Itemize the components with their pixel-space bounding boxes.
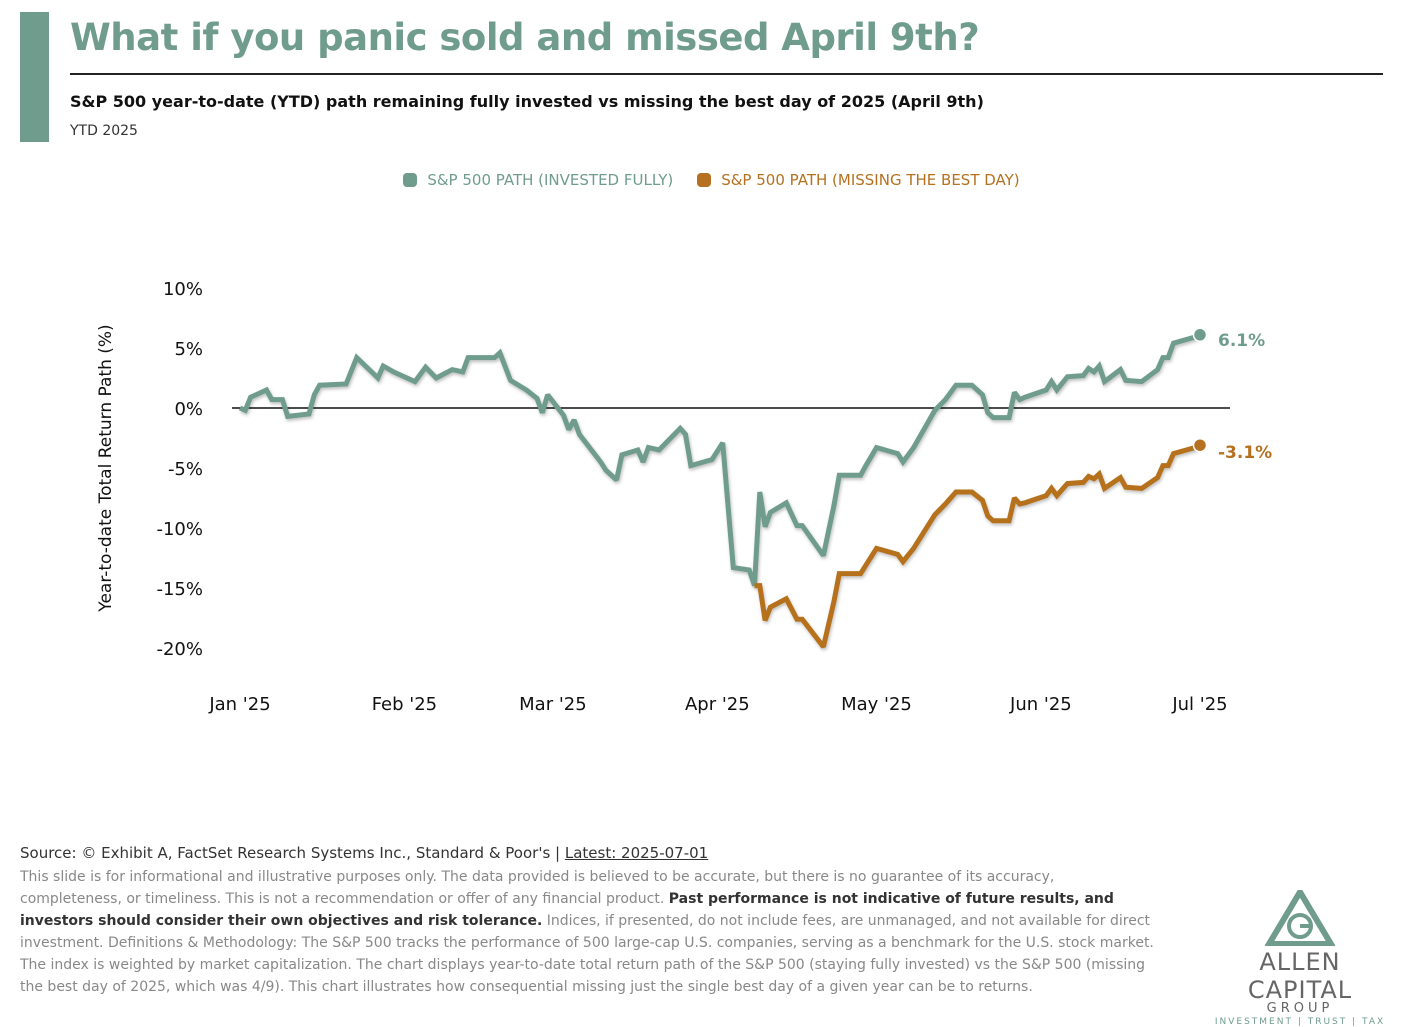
legend-label-invested: S&P 500 PATH (INVESTED FULLY) bbox=[427, 171, 674, 189]
source-line: Source: © Exhibit A, FactSet Research Sy… bbox=[20, 842, 1160, 864]
end-label-invested: 6.1% bbox=[1218, 331, 1265, 351]
y-tick-label: -5% bbox=[168, 459, 203, 480]
legend-swatch-invested bbox=[403, 173, 418, 187]
title-divider bbox=[70, 73, 1383, 75]
disclaimer-bold: Past performance is not indicative of fu… bbox=[20, 891, 1114, 929]
disclaimer: This slide is for informational and illu… bbox=[20, 866, 1160, 998]
x-tick-label: Mar '25 bbox=[519, 694, 587, 715]
disclaimer-text-2: Indices, if presented, do not include fe… bbox=[20, 913, 1154, 995]
legend-label-missing: S&P 500 PATH (MISSING THE BEST DAY) bbox=[721, 171, 1020, 189]
legend-item-invested: S&P 500 PATH (INVESTED FULLY) bbox=[403, 171, 673, 189]
series-line-missing bbox=[754, 442, 1202, 649]
logo-monogram-icon bbox=[1263, 886, 1337, 947]
end-marker-invested bbox=[1192, 327, 1208, 343]
source-text: Source: © Exhibit A, FactSet Research Sy… bbox=[20, 844, 565, 862]
x-tick-label: Apr '25 bbox=[685, 694, 750, 715]
logo-tagline: INVESTMENT | TRUST | TAX bbox=[1214, 1017, 1386, 1027]
y-tick-label: -10% bbox=[156, 519, 203, 540]
disclaimer-text-1: This slide is for informational and illu… bbox=[20, 869, 1055, 907]
period-label: YTD 2025 bbox=[70, 123, 138, 139]
company-logo: ALLEN CAPITAL GROUP INVESTMENT | TRUST |… bbox=[1205, 886, 1395, 1027]
y-tick-label: -20% bbox=[156, 639, 203, 660]
logo-group: GROUP bbox=[1266, 1001, 1334, 1016]
y-tick-label: 0% bbox=[174, 399, 203, 420]
series-line-invested bbox=[238, 332, 1202, 587]
x-tick-label: Jan '25 bbox=[208, 694, 270, 715]
y-tick-label: 5% bbox=[174, 339, 203, 360]
accent-bar bbox=[20, 12, 49, 142]
legend-item-missing: S&P 500 PATH (MISSING THE BEST DAY) bbox=[697, 171, 1020, 189]
legend-swatch-missing bbox=[697, 173, 712, 187]
line-chart: Year-to-date Total Return Path (%) 10% 5%… bbox=[96, 279, 1272, 715]
footer: Source: © Exhibit A, FactSet Research Sy… bbox=[20, 842, 1160, 998]
chart-legend: S&P 500 PATH (INVESTED FULLY) S&P 500 PA… bbox=[0, 171, 1423, 189]
chart-subtitle: S&P 500 year-to-date (YTD) path remainin… bbox=[70, 92, 984, 111]
x-tick-label: Jun '25 bbox=[1009, 694, 1072, 715]
latest-link[interactable]: Latest: 2025-07-01 bbox=[564, 844, 709, 862]
end-label-missing: -3.1% bbox=[1218, 443, 1272, 463]
x-tick-label: Feb '25 bbox=[372, 694, 437, 715]
end-marker-missing bbox=[1192, 437, 1208, 453]
y-tick-label: -15% bbox=[156, 579, 203, 600]
y-tick-label: 10% bbox=[163, 279, 203, 300]
page-title: What if you panic sold and missed April … bbox=[70, 16, 980, 59]
logo-name: ALLEN CAPITAL bbox=[1247, 948, 1353, 1004]
y-axis-label: Year-to-date Total Return Path (%) bbox=[96, 324, 116, 612]
x-tick-label: May '25 bbox=[841, 694, 912, 715]
x-tick-label: Jul '25 bbox=[1171, 694, 1227, 715]
